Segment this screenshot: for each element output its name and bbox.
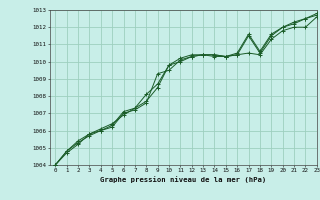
X-axis label: Graphe pression niveau de la mer (hPa): Graphe pression niveau de la mer (hPa)	[100, 176, 266, 183]
